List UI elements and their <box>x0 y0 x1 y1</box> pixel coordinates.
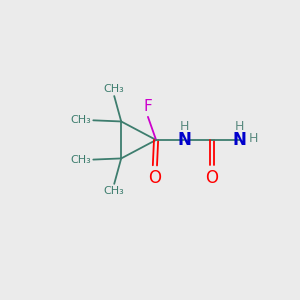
Text: H: H <box>235 121 244 134</box>
Text: CH₃: CH₃ <box>70 154 91 165</box>
Text: CH₃: CH₃ <box>104 84 124 94</box>
Text: CH₃: CH₃ <box>70 115 91 125</box>
Text: O: O <box>206 169 218 187</box>
Text: H: H <box>179 121 189 134</box>
Text: CH₃: CH₃ <box>104 186 124 196</box>
Text: N: N <box>177 131 191 149</box>
Text: O: O <box>148 169 161 187</box>
Text: H: H <box>249 132 258 145</box>
Text: N: N <box>233 131 247 149</box>
Text: F: F <box>144 99 152 114</box>
